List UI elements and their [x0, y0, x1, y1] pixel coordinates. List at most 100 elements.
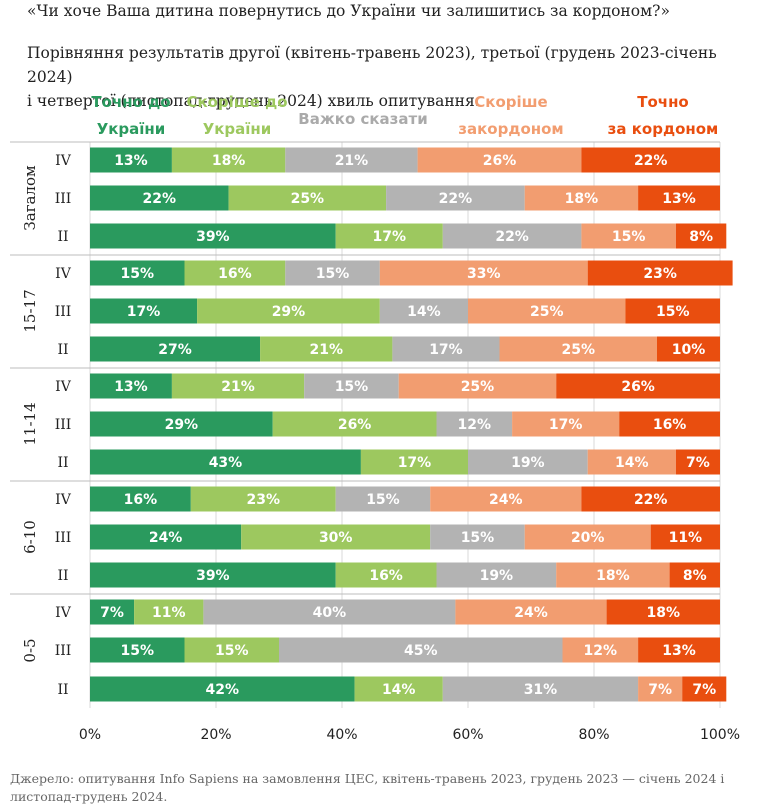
bar-segment: [90, 676, 355, 702]
bar-segment: [360, 449, 468, 475]
bar-segment: [430, 524, 525, 550]
group-label: Загалом: [21, 165, 39, 231]
bar-segment: [682, 676, 727, 702]
bar-segment: [524, 185, 639, 211]
bar-value-label: 15%: [612, 229, 646, 245]
bar-segment: [90, 449, 361, 475]
x-tick-label: 80%: [578, 727, 609, 743]
bar-segment: [335, 486, 431, 512]
bar-value-label: 24%: [149, 530, 183, 546]
bar-segment: [272, 411, 437, 437]
bar-value-label: 25%: [291, 191, 325, 207]
bar-segment: [625, 298, 720, 324]
bar-value-label: 13%: [662, 643, 696, 659]
bar-value-label: 8%: [689, 229, 713, 245]
bar-segment: [398, 373, 557, 399]
bar-segment: [430, 486, 582, 512]
bar-value-label: 45%: [404, 643, 438, 659]
bar-segment: [228, 185, 387, 211]
bar-segment: [468, 449, 588, 475]
wave-label: IV: [55, 605, 72, 621]
bar-segment: [379, 260, 588, 286]
bar-segment: [650, 524, 720, 550]
legend-label: Точно до: [91, 93, 170, 111]
bar-value-label: 24%: [514, 605, 548, 621]
bar-segment: [455, 599, 607, 625]
bar-segment: [90, 524, 242, 550]
bar-value-label: 17%: [549, 417, 583, 433]
bar-value-label: 13%: [114, 379, 148, 395]
bar-value-label: 17%: [127, 304, 161, 320]
bar-segment: [587, 449, 676, 475]
bar-value-label: 13%: [662, 191, 696, 207]
bar-value-label: 7%: [692, 682, 716, 698]
bar-value-label: 20%: [571, 530, 605, 546]
bar-value-label: 7%: [686, 455, 710, 471]
bar-segment: [90, 373, 172, 399]
wave-label: II: [57, 682, 68, 698]
bar-segment: [171, 373, 305, 399]
bar-value-label: 19%: [480, 568, 514, 584]
bar-value-label: 26%: [621, 379, 655, 395]
bar-segment: [90, 562, 336, 588]
bar-value-label: 10%: [672, 342, 706, 358]
x-tick-label: 20%: [200, 727, 231, 743]
wave-label: IV: [55, 153, 72, 169]
bar-value-label: 24%: [489, 492, 523, 508]
bar-segment: [90, 298, 198, 324]
wave-label: III: [55, 304, 72, 320]
subtitle-line-1: Порівняння результатів другої (квітень-т…: [27, 44, 717, 86]
bar-segment: [638, 185, 720, 211]
bar-value-label: 11%: [152, 605, 186, 621]
bar-segment: [335, 223, 443, 249]
bar-value-label: 29%: [165, 417, 199, 433]
bar-value-label: 21%: [309, 342, 343, 358]
bar-value-label: 12%: [458, 417, 492, 433]
chart-subtitle: Порівняння результатів другої (квітень-т…: [27, 41, 737, 113]
subtitle-line-2: і четвертої (листопад-грудень 2024) хвил…: [27, 92, 480, 110]
wave-label: III: [55, 191, 72, 207]
bar-value-label: 22%: [495, 229, 529, 245]
bar-value-label: 18%: [565, 191, 599, 207]
bar-value-label: 16%: [369, 568, 403, 584]
wave-label: IV: [55, 379, 72, 395]
bar-value-label: 18%: [596, 568, 630, 584]
bar-segment: [436, 562, 557, 588]
bar-value-label: 21%: [335, 153, 369, 169]
bar-segment: [556, 562, 670, 588]
bar-value-label: 33%: [467, 266, 501, 282]
wave-label: III: [55, 417, 72, 433]
legend-label: закордоном: [458, 120, 563, 138]
bar-segment: [619, 411, 720, 437]
bar-value-label: 43%: [209, 455, 243, 471]
legend-label: Важко сказати: [298, 110, 427, 128]
bar-segment: [241, 524, 431, 550]
bar-segment: [90, 486, 191, 512]
wave-label: II: [57, 455, 68, 471]
bar-value-label: 42%: [206, 682, 240, 698]
bar-value-label: 39%: [196, 229, 230, 245]
bar-segment: [675, 449, 720, 475]
bar-segment: [587, 260, 733, 286]
x-tick-label: 0%: [79, 727, 101, 743]
group-label: 6-10: [21, 520, 39, 554]
bar-value-label: 15%: [120, 643, 154, 659]
bar-segment: [197, 298, 380, 324]
bar-segment: [442, 676, 639, 702]
bar-segment: [335, 562, 437, 588]
bar-value-label: 17%: [398, 455, 432, 471]
legend-label: України: [203, 120, 272, 138]
bar-segment: [638, 637, 720, 663]
bar-segment: [90, 147, 172, 173]
bar-segment: [90, 336, 261, 362]
bar-segment: [581, 147, 720, 173]
bar-value-label: 23%: [643, 266, 677, 282]
bar-value-label: 8%: [683, 568, 707, 584]
bar-value-label: 15%: [461, 530, 495, 546]
bar-value-label: 14%: [382, 682, 416, 698]
bar-segment: [512, 411, 620, 437]
bar-value-label: 16%: [653, 417, 687, 433]
x-tick-label: 40%: [326, 727, 357, 743]
legend-label: Скоріше: [474, 93, 547, 111]
bar-value-label: 25%: [461, 379, 495, 395]
